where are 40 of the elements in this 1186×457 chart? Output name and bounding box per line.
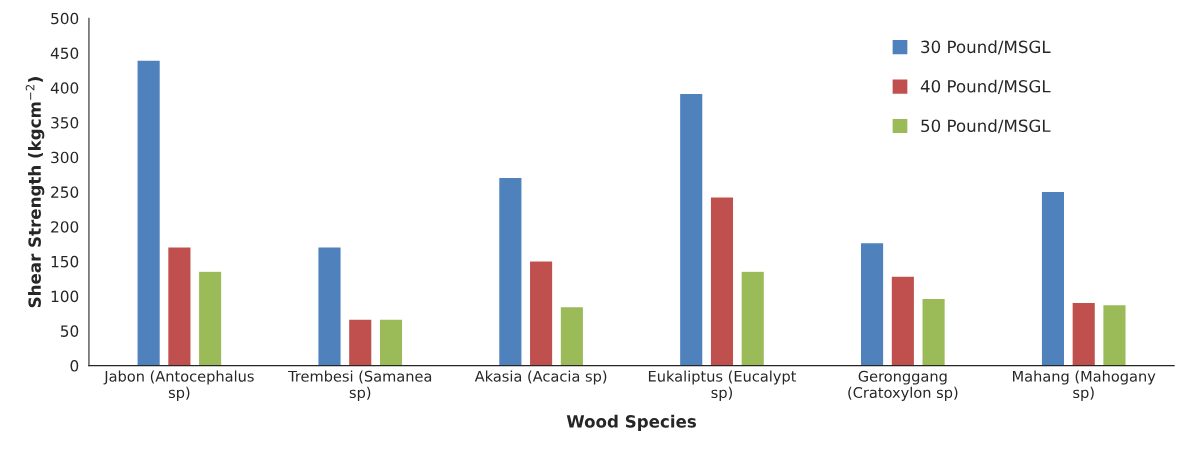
- y-tick-label: 100: [51, 290, 79, 303]
- y-tick-label: 200: [51, 221, 79, 233]
- bar: [890, 275, 916, 366]
- y-tick-label: 300: [51, 151, 79, 164]
- y-tick-label: 150: [51, 255, 79, 268]
- bar: [1102, 303, 1127, 366]
- y-tick-label: 400: [50, 82, 79, 94]
- y-tick-label: 0: [70, 360, 79, 372]
- legend-label: 30 Pound/MSGL: [921, 40, 1051, 55]
- bar: [709, 196, 735, 366]
- x-axis-title: Wood Species: [566, 414, 696, 431]
- bar: [378, 318, 404, 366]
- bar: [136, 59, 162, 366]
- x-tick-label: Trembesi (Samanea sp): [288, 370, 432, 401]
- bar: [678, 92, 704, 366]
- bar: [921, 297, 947, 366]
- y-tick-label: 250: [51, 186, 79, 198]
- y-axis-title: Shear Strength (kgcm$^{−2}$): [25, 77, 45, 308]
- legend-label: 40 Pound/MSGL: [920, 79, 1051, 94]
- bar: [347, 318, 373, 366]
- x-tick-label: Mahang (Mahogany sp): [1013, 370, 1156, 401]
- x-tick-label: Geronggang (Cratoxylon sp): [848, 370, 958, 401]
- bar: [559, 305, 585, 366]
- bar: [528, 260, 554, 366]
- bar: [859, 241, 885, 366]
- bar: [1071, 301, 1097, 366]
- bar: [497, 176, 523, 366]
- bar: [166, 246, 192, 366]
- bar: [740, 270, 766, 366]
- y-tick-label: 50: [60, 325, 79, 337]
- y-tick-label: 500: [51, 12, 79, 25]
- y-tick-label: 450: [50, 47, 79, 60]
- x-tick-label: Akasia (Acacia sp): [474, 370, 607, 385]
- y-tick-label: 350: [51, 116, 79, 129]
- bar: [197, 270, 223, 366]
- bar: [317, 246, 342, 366]
- bar: [1040, 190, 1066, 366]
- x-tick-label: Eukaliptus (Eucalypt sp): [648, 370, 797, 401]
- x-tick-label: Jabon (Antocephalus sp): [103, 370, 254, 401]
- legend-label: 50 Pound/MSGL: [921, 119, 1051, 134]
